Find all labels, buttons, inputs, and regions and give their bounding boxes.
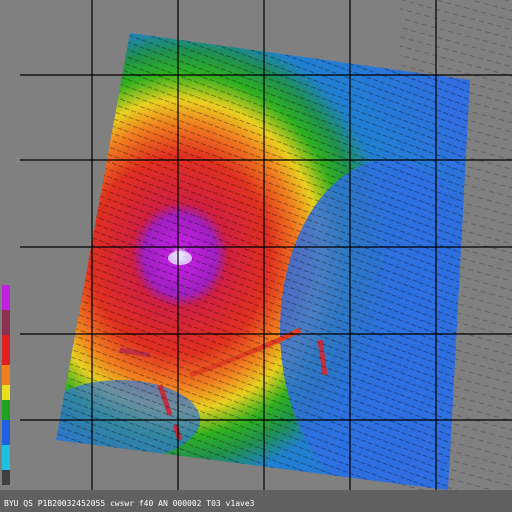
swath-overlays xyxy=(56,33,470,490)
lat-lon-grid xyxy=(20,0,512,490)
caption: BYU QS P1B20032452055 cwswr f40 AN 00000… xyxy=(4,499,255,508)
caption-bar xyxy=(0,490,512,512)
color-bar xyxy=(2,265,10,485)
